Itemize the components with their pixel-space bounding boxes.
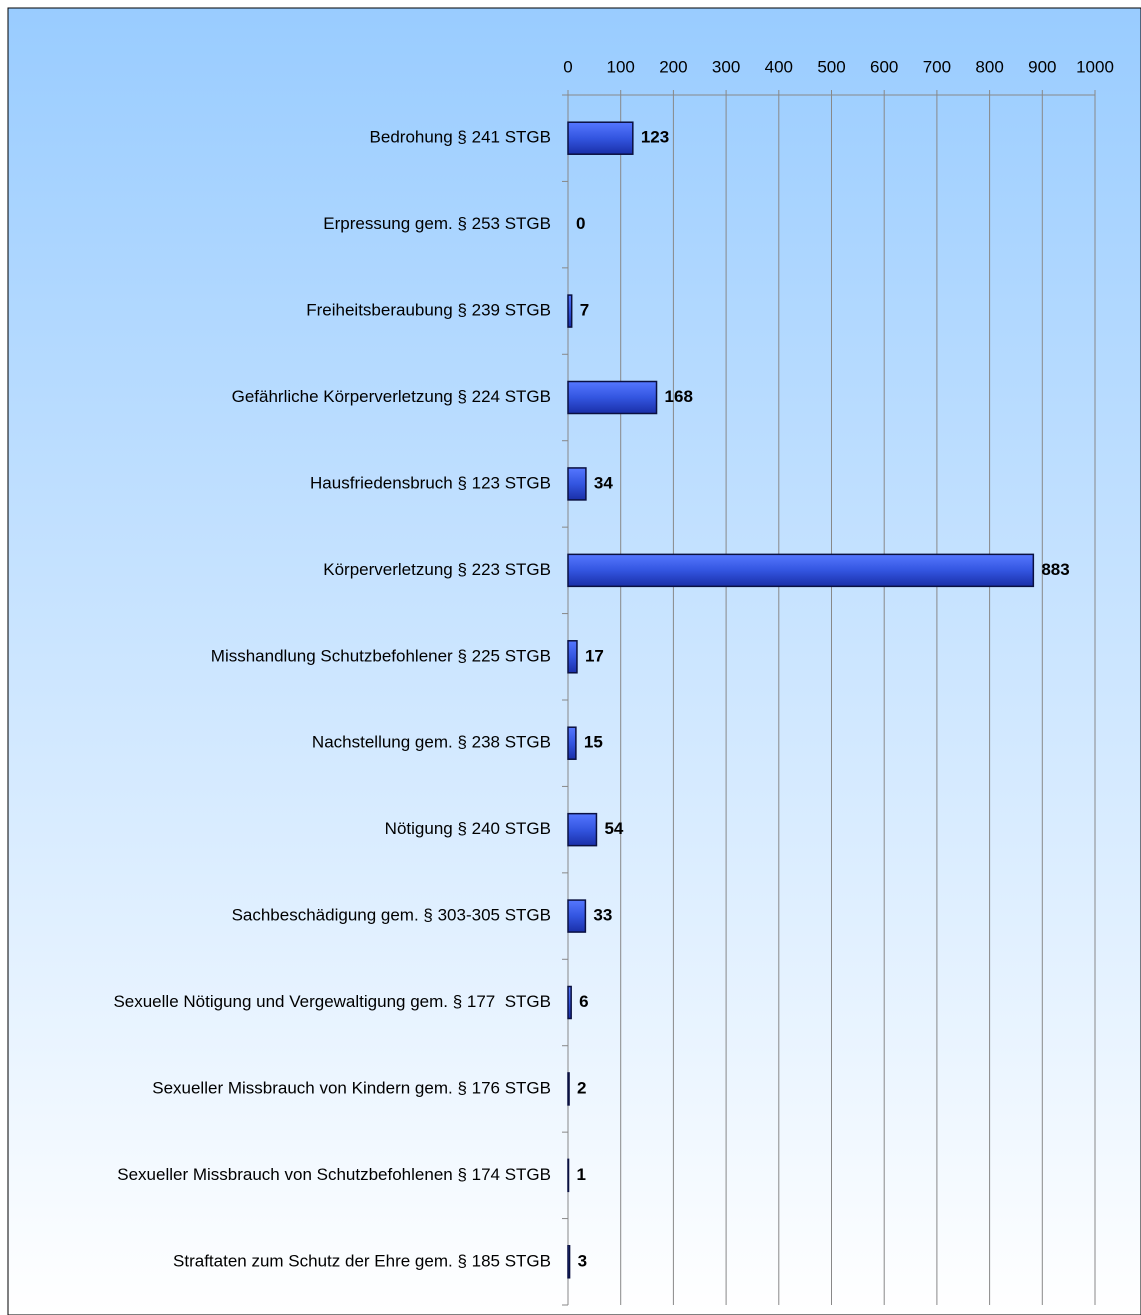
value-label: 883	[1041, 560, 1069, 579]
bar	[567, 294, 573, 328]
x-tick-label: 500	[817, 57, 845, 76]
x-tick-label: 600	[870, 57, 898, 76]
y-tick-label: Gefährliche Körperverletzung § 224 STGB	[232, 387, 551, 406]
x-tick-label: 100	[607, 57, 635, 76]
bar	[567, 640, 578, 674]
value-label: 6	[579, 992, 588, 1011]
y-tick-label: Körperverletzung § 223 STGB	[323, 560, 551, 579]
bar	[567, 467, 587, 501]
value-label: 2	[577, 1078, 586, 1097]
value-label: 7	[580, 301, 589, 320]
y-tick-label: Nötigung § 240 STGB	[385, 819, 551, 838]
y-tick-label: Sachbeschädigung gem. § 303-305 STGB	[232, 906, 551, 925]
y-tick-label: Sexueller Missbrauch von Kindern gem. § …	[152, 1078, 551, 1097]
value-label: 1	[577, 1165, 586, 1184]
y-tick-label: Sexuelle Nötigung und Vergewaltigung gem…	[113, 992, 551, 1011]
bar	[567, 812, 598, 847]
bar	[567, 1072, 570, 1106]
value-label: 15	[584, 733, 603, 752]
value-label: 168	[665, 387, 693, 406]
y-tick-label: Sexueller Missbrauch von Schutzbefohlene…	[117, 1165, 551, 1184]
bar	[567, 1158, 570, 1193]
y-tick-label: Freiheitsberaubung § 239 STGB	[306, 301, 551, 320]
x-tick-label: 900	[1028, 57, 1056, 76]
x-tick-label: 200	[659, 57, 687, 76]
x-tick-label: 300	[712, 57, 740, 76]
bar	[567, 1245, 571, 1279]
y-tick-label: Straftaten zum Schutz der Ehre gem. § 18…	[173, 1251, 551, 1270]
bar	[567, 985, 572, 1020]
value-label: 34	[594, 473, 613, 492]
y-tick-label: Misshandlung Schutzbefohlener § 225 STGB	[211, 646, 551, 665]
value-label: 33	[593, 906, 612, 925]
bar	[567, 121, 634, 155]
value-label: 17	[585, 646, 604, 665]
x-tick-label: 700	[923, 57, 951, 76]
x-tick-label: 0	[563, 57, 572, 76]
value-label: 54	[604, 819, 623, 838]
value-label: 123	[641, 128, 669, 147]
value-label: 0	[576, 214, 585, 233]
x-tick-label: 800	[975, 57, 1003, 76]
y-tick-label: Bedrohung § 241 STGB	[370, 128, 551, 147]
y-tick-label: Erpressung gem. § 253 STGB	[323, 214, 551, 233]
bar	[567, 726, 577, 760]
bar	[567, 380, 658, 415]
value-label: 3	[578, 1251, 587, 1270]
x-tick-label: 1000	[1076, 57, 1114, 76]
bar	[567, 899, 587, 933]
y-tick-label: Hausfriedensbruch § 123 STGB	[310, 473, 551, 492]
x-tick-label: 400	[765, 57, 793, 76]
y-tick-label: Nachstellung gem. § 238 STGB	[312, 733, 551, 752]
bar	[567, 553, 1035, 588]
